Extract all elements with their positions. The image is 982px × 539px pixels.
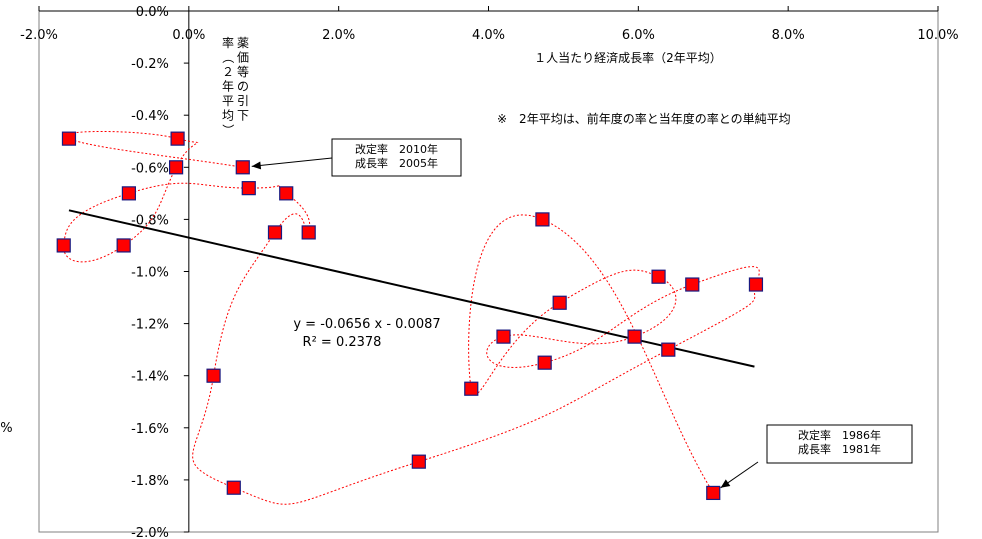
y-axis-label-char: 引 bbox=[237, 94, 249, 108]
data-point bbox=[226, 480, 241, 495]
trendline-r2: R² = 0.2378 bbox=[303, 335, 382, 350]
edge-label: 0% bbox=[0, 421, 13, 436]
y-tick-label: -0.6% bbox=[131, 161, 169, 176]
y-tick-label: -1.2% bbox=[131, 318, 169, 333]
y-axis-label-char: ） bbox=[221, 124, 235, 136]
data-point bbox=[661, 342, 676, 357]
data-point bbox=[279, 186, 294, 201]
data-point bbox=[170, 131, 185, 146]
y-tick-label: -0.2% bbox=[131, 57, 169, 72]
y-axis-label-char: 均 bbox=[222, 109, 234, 123]
annotation-arrow-head bbox=[720, 479, 731, 488]
note-text: ※ 2年平均は、前年度の率と当年度の率との単純平均 bbox=[497, 111, 791, 126]
annotation-text: 成長率 2005年 bbox=[355, 156, 438, 170]
x-tick-label: 2.0% bbox=[322, 28, 355, 43]
x-tick-label: 8.0% bbox=[772, 28, 805, 43]
series-curve bbox=[63, 131, 760, 505]
data-point bbox=[748, 277, 764, 292]
annotation-text: 成長率 1981年 bbox=[798, 442, 881, 456]
y-axis-label-char: 下 bbox=[237, 109, 249, 123]
y-axis-label-char: （ bbox=[221, 51, 235, 63]
data-point bbox=[535, 212, 550, 227]
data-point bbox=[651, 269, 666, 284]
trendline bbox=[68, 209, 755, 368]
y-axis-label-char: 薬 bbox=[237, 36, 249, 50]
x-axis-label: １人当たり経済成長率（2年平均） bbox=[534, 50, 722, 65]
data-point bbox=[56, 238, 71, 253]
data-point bbox=[241, 181, 256, 196]
data-point bbox=[496, 329, 511, 344]
data-point bbox=[235, 160, 250, 175]
data-point bbox=[267, 225, 283, 240]
trendline-group bbox=[68, 209, 755, 368]
x-tick-label: 6.0% bbox=[622, 28, 655, 43]
y-tick-label: -1.6% bbox=[131, 422, 169, 437]
y-axis-label-char: 年 bbox=[222, 80, 234, 94]
x-tick-label: 4.0% bbox=[472, 28, 505, 43]
annotation-arrow-head bbox=[251, 161, 262, 170]
data-point bbox=[411, 454, 426, 469]
annotation-text: 改定率 1986年 bbox=[798, 428, 881, 442]
y-axis-label-char: 率 bbox=[222, 35, 234, 50]
data-point bbox=[61, 131, 77, 146]
connecting-curve bbox=[63, 131, 760, 505]
y-tick-label: -0.4% bbox=[131, 109, 169, 124]
data-points bbox=[56, 131, 764, 501]
data-point bbox=[706, 485, 721, 501]
y-axis-label-char: 平 bbox=[222, 94, 234, 108]
x-tick-label: -2.0% bbox=[20, 28, 58, 43]
x-tick-label: 0.0% bbox=[172, 28, 205, 43]
y-axis-label-char: 等 bbox=[237, 65, 249, 79]
annotation-text: 改定率 2010年 bbox=[355, 142, 438, 156]
data-point bbox=[121, 186, 137, 201]
y-axis-label-char: の bbox=[237, 80, 249, 94]
y-tick-label: -2.0% bbox=[131, 526, 169, 539]
axes: -2.0% 0.0% 2.0% 4.0% 6.0% 8.0% 10.0%0.0%-0.2%-… bbox=[20, 5, 959, 539]
y-axis-label-char: ２ bbox=[222, 65, 234, 79]
data-point bbox=[685, 277, 700, 292]
data-point bbox=[537, 355, 552, 370]
annotation-arrow-line bbox=[251, 157, 333, 167]
trendline-equation: y = -0.0656 x - 0.0087 bbox=[293, 317, 440, 332]
data-point bbox=[464, 381, 479, 396]
data-point bbox=[116, 238, 131, 253]
y-tick-label: -0.8% bbox=[131, 213, 169, 228]
chart-text: １人当たり経済成長率（2年平均） ※ 2年平均は、前年度の率と当年度の率との単純… bbox=[0, 50, 791, 436]
y-axis-label-char: 価 bbox=[237, 51, 249, 65]
annotation-box bbox=[766, 424, 913, 464]
y-tick-label: -1.8% bbox=[131, 474, 169, 489]
data-point bbox=[168, 160, 184, 175]
data-point bbox=[206, 368, 221, 383]
y-tick-label: 0.0% bbox=[136, 5, 169, 20]
data-point bbox=[552, 295, 567, 310]
annotation-box bbox=[331, 138, 462, 177]
y-tick-label: -1.4% bbox=[131, 370, 169, 385]
data-point bbox=[301, 225, 316, 240]
x-tick-label: 10.0% bbox=[917, 28, 958, 43]
y-tick-label: -1.0% bbox=[131, 266, 169, 281]
data-point bbox=[627, 329, 642, 344]
